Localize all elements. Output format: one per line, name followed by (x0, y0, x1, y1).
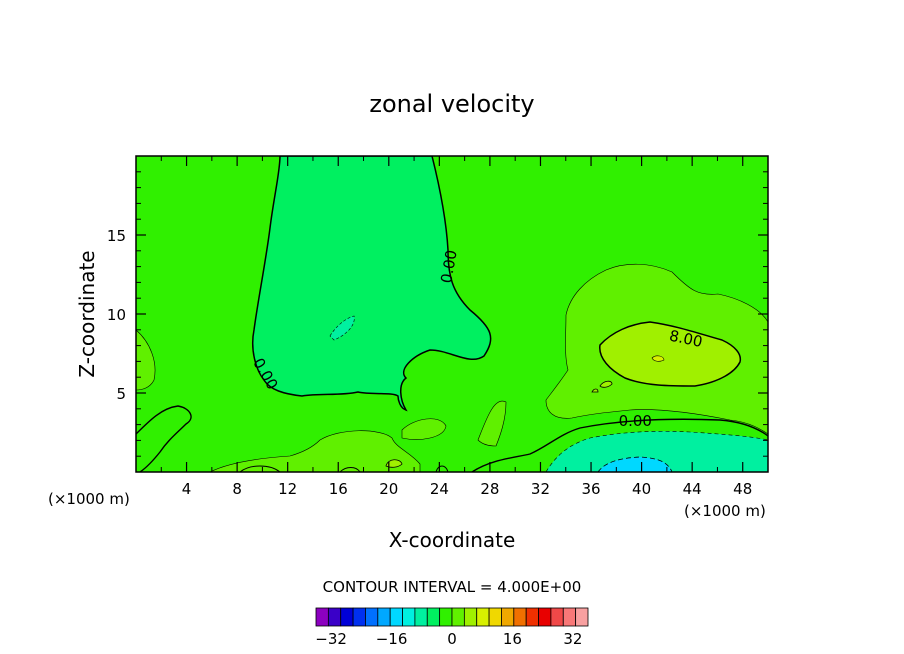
colorbar-swatch (377, 607, 391, 627)
mid-spike-region (477, 400, 507, 447)
colorbar-swatch (525, 607, 539, 627)
x-unit-label-left: (×1000 m) (48, 490, 130, 508)
x-tick-label: 40 (632, 480, 651, 498)
mid-bump-region (401, 418, 447, 440)
colorbar-tick-labels: −32 −16 0 16 32 (315, 630, 582, 648)
return-flow-region (545, 430, 768, 472)
x-tick-label: 24 (430, 480, 449, 498)
upper-column-region (252, 156, 492, 412)
lower-right-contour (471, 418, 768, 472)
plot-area (136, 156, 768, 472)
colorbar-swatch (352, 607, 366, 627)
x-axis-label: X-coordinate (389, 528, 516, 552)
colorbar-swatch (488, 607, 502, 627)
colorbar-swatch (476, 607, 490, 627)
contour-label: 0.00 (437, 249, 461, 285)
contour-label: 0.00 (619, 412, 652, 430)
y-axis: 5 10 15 (107, 171, 768, 457)
colorbar-swatch (451, 607, 465, 627)
colorbar-swatch (327, 607, 342, 627)
upper-column-eddy (329, 315, 355, 341)
colorbar-swatch (513, 607, 527, 627)
jet-core-eddy (651, 355, 665, 362)
x-tick-label: 44 (683, 480, 702, 498)
colorbar-swatch (538, 607, 552, 627)
bottom-eddy-3 (339, 467, 361, 472)
colorbar-swatch (562, 607, 577, 627)
left-edge-contour (136, 329, 156, 391)
colorbar-tick-label: 16 (503, 630, 522, 648)
y-axis-label: Z-coordinate (75, 250, 99, 377)
bottom-eddy-2 (239, 465, 281, 472)
bottom-eddy-1 (385, 459, 403, 468)
bottom-eddy-4 (435, 465, 449, 472)
colorbar-swatch (315, 607, 329, 627)
colorbar-swatch (340, 607, 354, 627)
small-eddy-2 (591, 388, 599, 393)
colorbar-swatch (463, 607, 478, 627)
x-axis: 4 8 12 16 20 24 28 32 36 40 44 48 (160, 156, 752, 498)
x-tick-label: 48 (733, 480, 752, 498)
colorbar-tick-label: 0 (447, 630, 457, 648)
x-tick-label: 32 (531, 480, 550, 498)
colorbar (315, 607, 589, 627)
x-tick-label: 4 (182, 480, 192, 498)
colorbar-swatch (365, 607, 379, 627)
colorbar-tick-label: 32 (563, 630, 582, 648)
x-tick-label: 12 (278, 480, 297, 498)
small-eddy-1 (599, 380, 613, 388)
x-tick-label: 28 (480, 480, 499, 498)
colorbar-tick-label: −16 (376, 630, 408, 648)
colorbar-swatch (439, 607, 453, 627)
x-tick-label: 20 (379, 480, 398, 498)
jet-core-region (599, 321, 742, 387)
contour-interval-text: CONTOUR INTERVAL = 4.000E+00 (323, 578, 582, 596)
colorbar-swatch (389, 607, 403, 627)
x-tick-label: 16 (329, 480, 348, 498)
colorbar-swatch (501, 607, 515, 627)
colorbar-swatch (550, 607, 564, 627)
y-tick-label: 5 (116, 385, 126, 403)
bottom-band-contour (209, 430, 421, 472)
x-tick-label: 8 (232, 480, 242, 498)
colorbar-swatch (402, 607, 416, 627)
colorbar-swatch (414, 607, 428, 627)
x-unit-label-right: (×1000 m) (684, 502, 766, 520)
colorbar-swatch (426, 607, 441, 627)
colorbar-tick-label: −32 (315, 630, 347, 648)
y-tick-label: 15 (107, 227, 126, 245)
chart-title: zonal velocity (369, 90, 534, 118)
colorbar-swatch (575, 607, 589, 627)
bottom-left-contour (136, 405, 192, 472)
x-tick-label: 36 (581, 480, 600, 498)
y-tick-label: 10 (107, 306, 126, 324)
